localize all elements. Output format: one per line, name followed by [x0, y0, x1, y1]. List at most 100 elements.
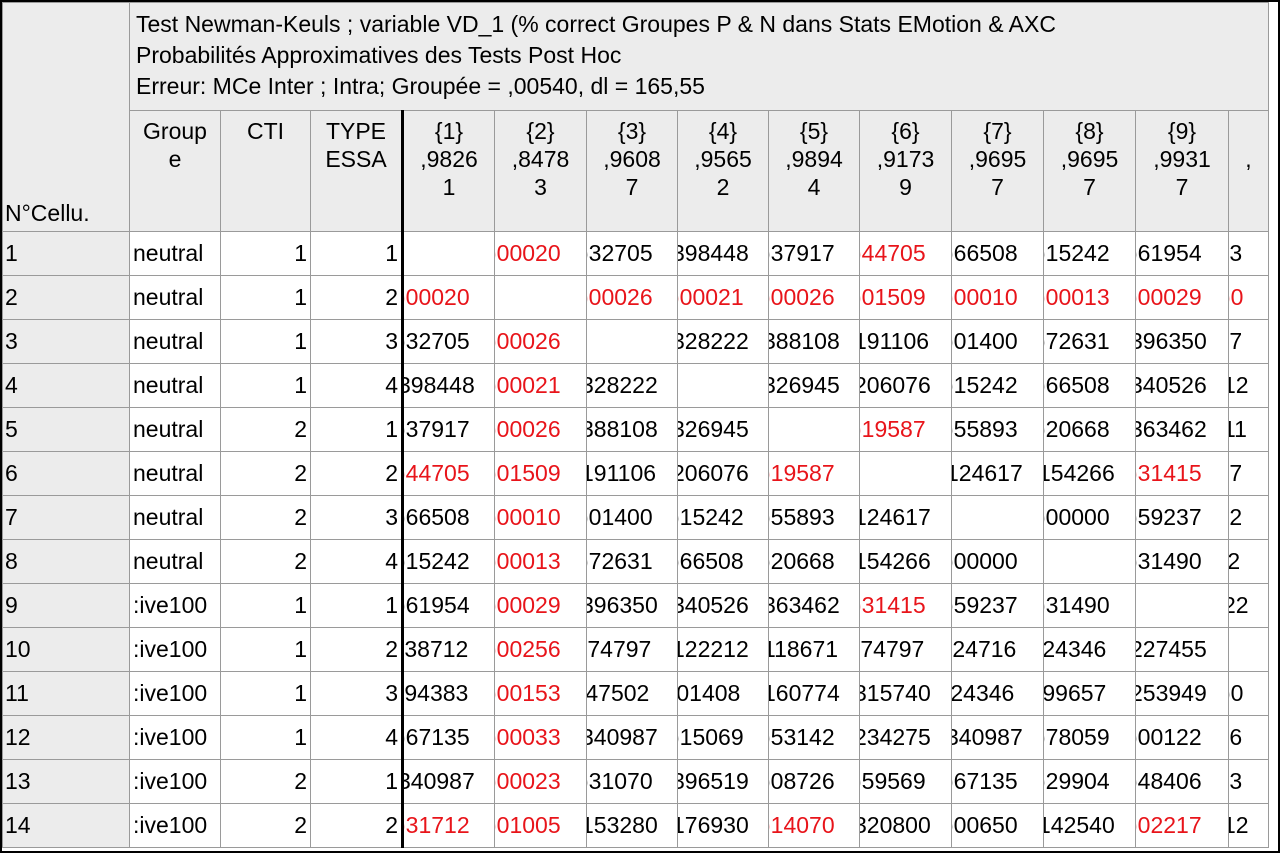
cell-probability[interactable]: )01005 — [494, 803, 587, 848]
cell-type[interactable]: 1 — [310, 407, 404, 452]
cell-probability[interactable]: )00650 — [951, 803, 1044, 848]
cell-probability[interactable]: )72631 — [586, 539, 678, 584]
cell-probability[interactable]: )59237 — [1135, 495, 1229, 540]
table-row[interactable]: 9:ive100 1 1)61954)00029 396350 340526 363462… — [2, 583, 1269, 628]
cell-probability[interactable]: 11 — [1228, 407, 1269, 452]
cell-probability[interactable]: 12 — [1228, 363, 1269, 408]
cell-probability[interactable]: ;74797 — [859, 627, 952, 672]
cell-probability[interactable]: 118671 — [768, 627, 860, 672]
cell-probability[interactable] — [1228, 627, 1269, 672]
cell-probability[interactable]: ;3 — [1228, 759, 1269, 804]
cell-probability[interactable]: )0 — [1228, 275, 1269, 320]
cell-type[interactable]: 1 — [310, 583, 404, 628]
table-row[interactable]: 2 neutral 1 2)00020)00026)00021)00026)01509… — [2, 275, 1269, 320]
cell-probability[interactable]: '24346 — [951, 671, 1044, 716]
cell-groupe[interactable]: :ive100 — [129, 715, 221, 760]
cell-probability[interactable]: 160774 — [768, 671, 860, 716]
cell-probability[interactable]: )01400 — [951, 319, 1044, 364]
cell-probability[interactable]: 124617 — [951, 451, 1044, 496]
cell-type[interactable]: 2 — [310, 451, 404, 496]
cell-probability[interactable] — [1135, 583, 1229, 628]
row-number[interactable]: 12 — [2, 715, 130, 760]
cell-probability[interactable]: 176930 — [677, 803, 769, 848]
cell-type[interactable]: 2 — [310, 275, 404, 320]
cell-groupe[interactable]: neutral — [129, 495, 221, 540]
cell-probability[interactable]: )32705 — [402, 319, 495, 364]
cell-probability[interactable]: 206076 — [677, 451, 769, 496]
cell-probability[interactable]: ;94383 — [402, 671, 495, 716]
row-number[interactable]: 6 — [2, 451, 130, 496]
cell-probability[interactable]: )00010 — [951, 275, 1044, 320]
cell-probability[interactable]: )66508 — [951, 231, 1044, 276]
row-number[interactable]: 13 — [2, 759, 130, 804]
cell-groupe[interactable]: neutral — [129, 539, 221, 584]
cell-probability[interactable] — [402, 231, 495, 276]
cell-probability[interactable]: )00029 — [1135, 275, 1229, 320]
cell-probability[interactable]: 388108 — [586, 407, 678, 452]
cell-probability[interactable]: )19587 — [859, 407, 952, 452]
cell-probability[interactable]: )66508 — [402, 495, 495, 540]
cell-probability[interactable]: 122212 — [677, 627, 769, 672]
cell-probability[interactable]: )59569 — [859, 759, 952, 804]
cell-probability[interactable]: )72631 — [1043, 319, 1136, 364]
cell-probability[interactable]: 234275 — [859, 715, 952, 760]
cell-groupe[interactable]: :ive100 — [129, 803, 221, 848]
row-number[interactable]: 9 — [2, 583, 130, 628]
cell-probability[interactable]: )00000 — [1043, 495, 1136, 540]
column-header-3[interactable]: {3} ,9608 7 — [586, 110, 678, 232]
cell-probability[interactable]: )15242 — [677, 495, 769, 540]
cell-cti[interactable]: 1 — [220, 319, 311, 364]
cell-probability[interactable]: )20668 — [1043, 407, 1136, 452]
cell-probability[interactable]: ;7 — [1228, 451, 1269, 496]
cell-probability[interactable]: 396350 — [586, 583, 678, 628]
cell-probability[interactable]: 22 — [1228, 583, 1269, 628]
row-number[interactable]: 11 — [2, 671, 130, 716]
cell-probability[interactable]: )15242 — [402, 539, 495, 584]
cell-cti[interactable]: 1 — [220, 275, 311, 320]
cell-probability[interactable] — [768, 407, 860, 452]
cell-type[interactable]: 2 — [310, 627, 404, 672]
cell-probability[interactable]: 124617 — [859, 495, 952, 540]
column-header-2[interactable]: {2} ,8478 3 — [494, 110, 587, 232]
cell-probability[interactable]: )00023 — [494, 759, 587, 804]
cell-probability[interactable]: 363462 — [768, 583, 860, 628]
cell-probability[interactable]: 253949 — [1135, 671, 1229, 716]
cell-probability[interactable] — [586, 319, 678, 364]
cell-type[interactable]: 1 — [310, 759, 404, 804]
cell-probability[interactable]: )01509 — [494, 451, 587, 496]
cell-groupe[interactable]: :ive100 — [129, 627, 221, 672]
cell-probability[interactable]: '99657 — [1043, 671, 1136, 716]
cell-probability[interactable]: 340987 — [951, 715, 1044, 760]
cell-probability[interactable]: )00021 — [494, 363, 587, 408]
row-number[interactable]: 5 — [2, 407, 130, 452]
cell-probability[interactable]: )00153 — [494, 671, 587, 716]
cell-type[interactable]: 4 — [310, 539, 404, 584]
cell-probability[interactable]: )00026 — [494, 319, 587, 364]
cell-probability[interactable]: 396350 — [1135, 319, 1229, 364]
cell-probability[interactable]: 12 — [1228, 803, 1269, 848]
cell-probability[interactable]: )31490 — [1043, 583, 1136, 628]
cell-probability[interactable]: )29904 — [1043, 759, 1136, 804]
cell-probability[interactable]: 320800 — [859, 803, 952, 848]
cell-cti[interactable]: 1 — [220, 671, 311, 716]
cell-type[interactable]: 4 — [310, 363, 404, 408]
cell-probability[interactable]: 340526 — [1135, 363, 1229, 408]
cell-probability[interactable]: ;38712 — [402, 627, 495, 672]
column-header-type[interactable]: TYPE ESSA — [310, 110, 404, 232]
cell-probability[interactable]: )00256 — [494, 627, 587, 672]
cell-probability[interactable]: )08726 — [768, 759, 860, 804]
cell-probability[interactable]: ;2 — [1228, 495, 1269, 540]
table-row[interactable]: 12:ive100 1 4)67135)00033 340987)15069)5314… — [2, 715, 1269, 760]
cell-probability[interactable]: 340526 — [677, 583, 769, 628]
cell-probability[interactable]: 326945 — [768, 363, 860, 408]
cell-probability[interactable]: )67135 — [951, 759, 1044, 804]
cell-cti[interactable]: 2 — [220, 451, 311, 496]
cell-cti[interactable]: 2 — [220, 759, 311, 804]
cell-probability[interactable]: '01408 — [677, 671, 769, 716]
cell-probability[interactable]: )44705 — [402, 451, 495, 496]
cell-probability[interactable]: )31712 — [402, 803, 495, 848]
cell-type[interactable]: 3 — [310, 495, 404, 540]
row-number[interactable]: 8 — [2, 539, 130, 584]
cell-probability[interactable]: 363462 — [1135, 407, 1229, 452]
cell-probability[interactable]: ;24716 — [951, 627, 1044, 672]
